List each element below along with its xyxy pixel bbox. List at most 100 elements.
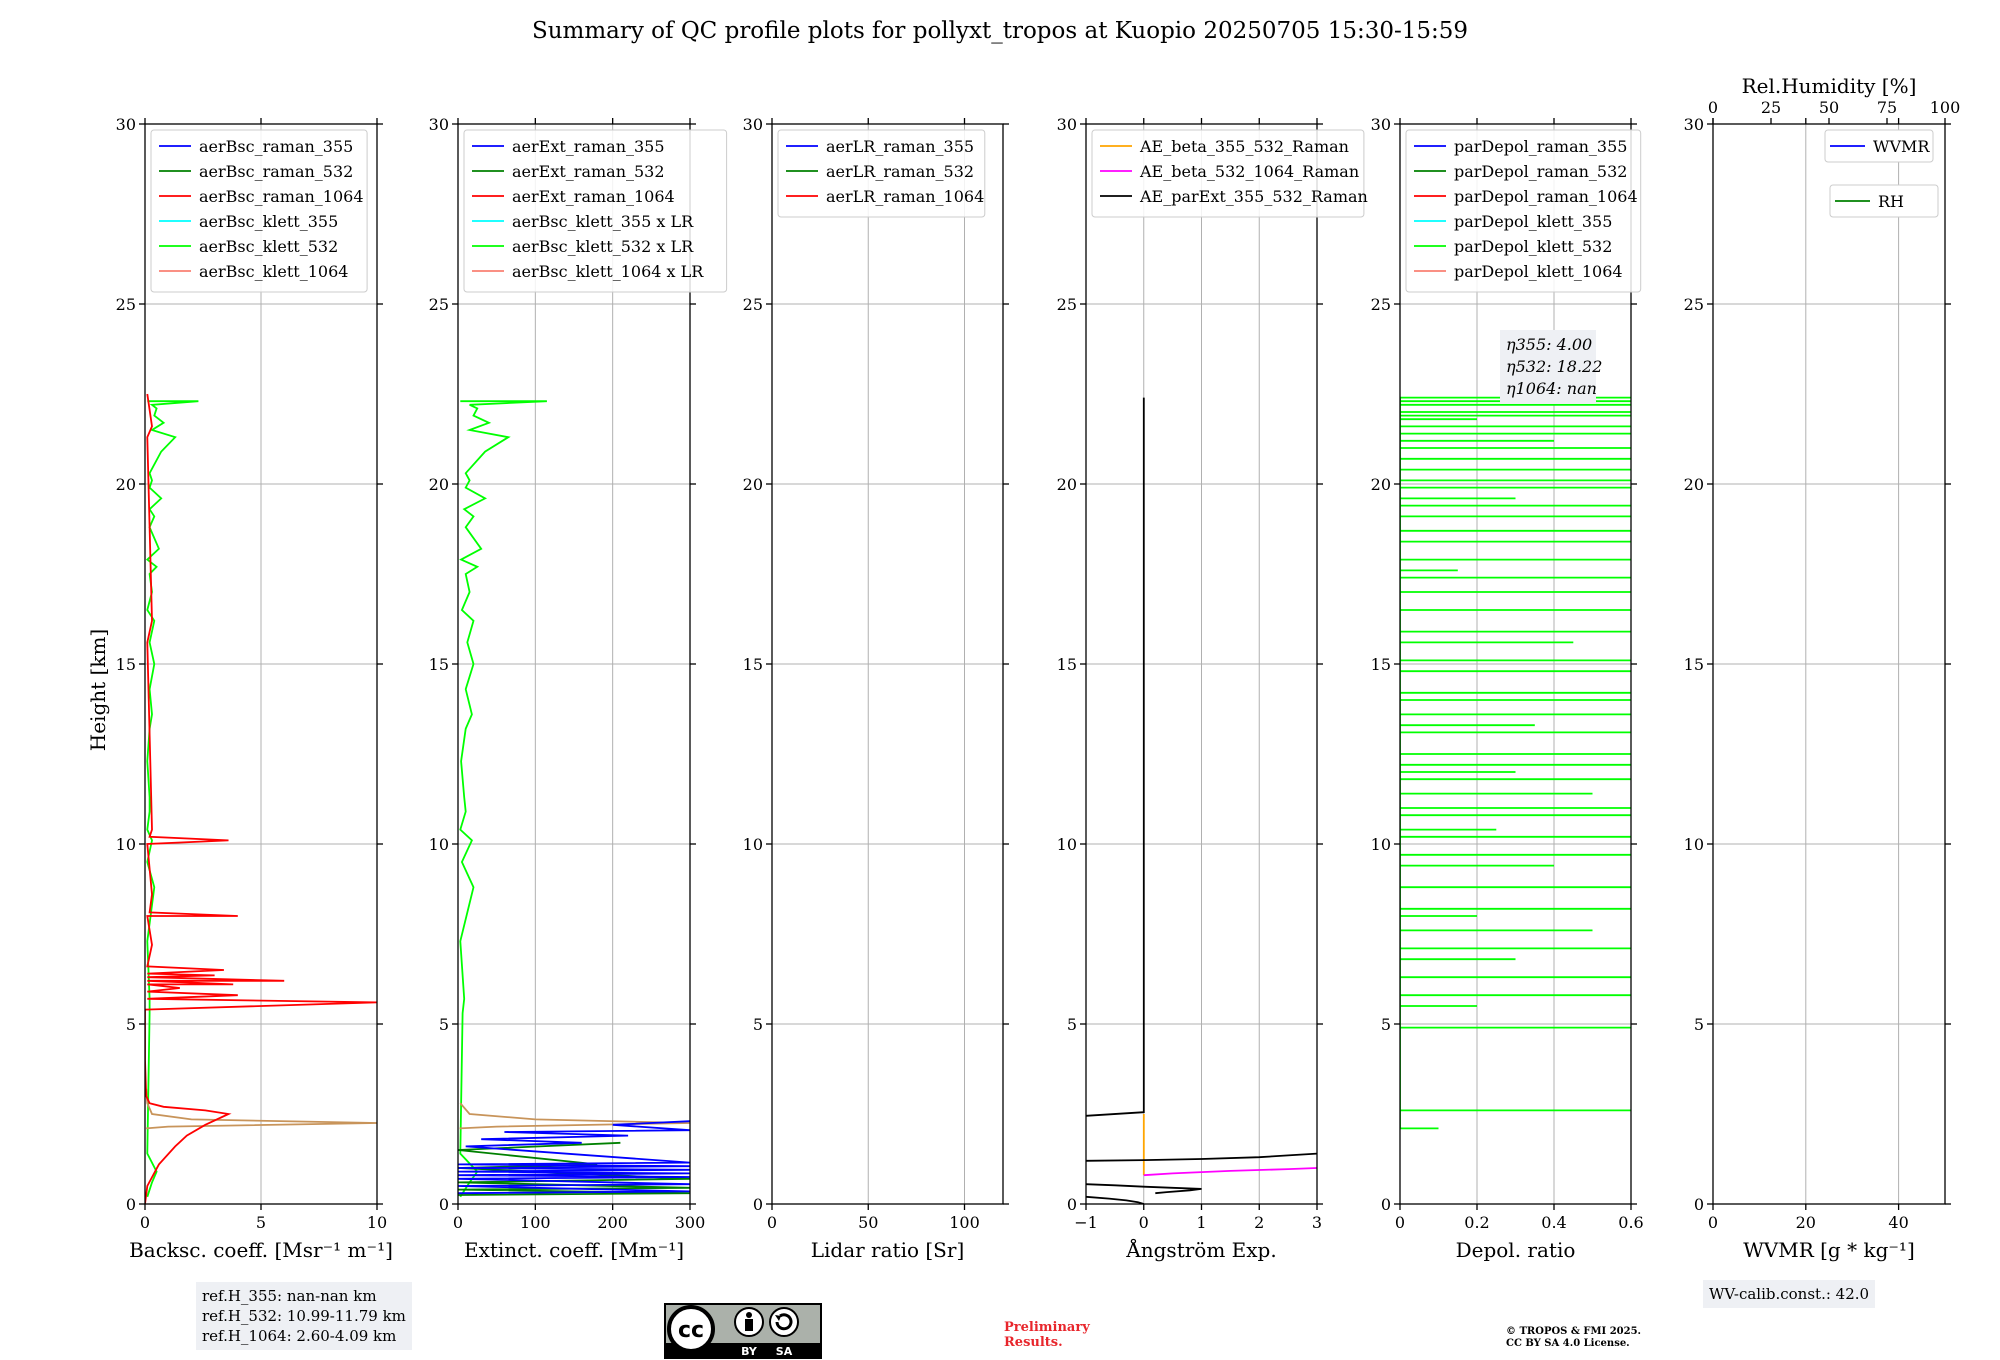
y-tick-label: 15 [1057,655,1077,674]
y-tick-label: 25 [429,295,449,314]
x-tick-label: 2 [1254,1213,1264,1232]
x-axis-label: Backsc. coeff. [Msr⁻¹ m⁻¹] [129,1238,393,1262]
legend-label: aerLR_raman_355 [826,137,974,156]
y-tick-label: 30 [1371,115,1391,134]
y-tick-label: 25 [743,295,763,314]
legend-label: aerLR_raman_532 [826,162,974,181]
x-tick-label: 0.2 [1464,1213,1489,1232]
y-tick-label: 0 [1694,1195,1704,1214]
ref-height-1064: ref.H_1064: 2.60-4.09 km [202,1327,397,1345]
eta-value: η532: 18.22 [1506,357,1602,376]
y-tick-label: 10 [429,835,449,854]
series-line-aerBsc-klett-1064 [145,1088,377,1130]
y-tick-label: 20 [429,475,449,494]
eta-value: η355: 4.00 [1506,335,1592,354]
ref-height-355: ref.H_355: nan-nan km [202,1287,377,1305]
y-tick-label: 30 [116,115,136,134]
legend-box [1829,184,1939,218]
legend-label: parDepol_klett_355 [1454,212,1612,231]
y-tick-label: 10 [1057,835,1077,854]
cc-license-badge: cc BY SA [664,1303,822,1359]
series-line-AE-parExt-355-532-Raman-lower- [1086,1152,1317,1162]
series-line-aerExt-raman-355 [458,1120,690,1195]
legend-box [1091,129,1365,218]
y-tick-label: 5 [753,1015,763,1034]
y-tick-label: 30 [1057,115,1077,134]
y-tick-label: 30 [743,115,763,134]
y-tick-label: 20 [1057,475,1077,494]
y-tick-label: 0 [753,1195,763,1214]
y-tick-label: 0 [1067,1195,1077,1214]
by-label: BY [741,1345,758,1358]
series-line-AE-parExt-355-532-Raman-surface- [1086,1195,1145,1204]
x-axis-label: Ångström Exp. [1125,1237,1276,1262]
y-tick-label: 0 [126,1195,136,1214]
panel-extinction: 0 100 200 300 0 5 10 15 20 25 30 Extinct. coeff. [M… [429,115,728,1262]
x-tick-label: 200 [597,1213,628,1232]
x-tick-label: 0 [767,1213,777,1232]
x-tick-label: 0 [1139,1213,1149,1232]
y-tick-label: 5 [126,1015,136,1034]
x-tick-label: 300 [675,1213,706,1232]
x-tick-label: 20 [1796,1213,1816,1232]
x-tick-label: 50 [858,1213,878,1232]
x-tick-label: 100 [949,1213,980,1232]
y-tick-label: 25 [1057,295,1077,314]
wv-calib-box: WV-calib.const.: 42.0 [1703,1280,1876,1308]
x-tick-label: 3 [1312,1213,1322,1232]
panel-depol: 0 0.2 0.4 0.6 0 5 10 15 20 25 30 Depol. ratio parDep… [1371,115,1644,1262]
x-tick-label: 5 [256,1213,266,1232]
legend-label: aerBsc_klett_355 x LR [512,212,694,231]
legend-label: parDepol_raman_1064 [1454,187,1638,206]
x-axis-label: Depol. ratio [1456,1238,1576,1262]
x-tick-label: 0.6 [1618,1213,1643,1232]
preliminary-line-2: Results. [1004,1335,1063,1350]
y-tick-label: 0 [1381,1195,1391,1214]
y-tick-label: 5 [1381,1015,1391,1034]
legend-label: aerExt_raman_1064 [512,187,675,206]
legend-label: parDepol_klett_1064 [1454,262,1623,281]
series-line-aerBsc-klett-1064-x-LR [459,1102,690,1130]
sa-label: SA [776,1345,793,1358]
y-tick-label: 10 [743,835,763,854]
x-tick-label: 0 [1708,1213,1718,1232]
cc-icon [667,1305,715,1353]
figure-title: Summary of QC profile plots for pollyxt_… [531,18,1469,44]
preliminary-line-1: Preliminary [1004,1320,1090,1335]
x-tick-label: −1 [1074,1213,1098,1232]
preliminary-results-note: Preliminary Results. [1004,1320,1114,1350]
y-tick-label: 10 [116,835,136,854]
series-line-aerBsc-raman-1064 [145,393,377,1204]
cc-icon-text: cc [678,1318,704,1343]
y-tick-label: 20 [116,475,136,494]
top-x-tick-label: 0 [1708,98,1718,117]
legend-label: aerBsc_raman_1064 [199,187,364,206]
x-tick-label: 10 [367,1213,387,1232]
legend-label: aerBsc_klett_532 [199,237,338,256]
series-line-parDepol-klett-532 [1400,396,1631,1130]
legend-label: WVMR [1873,137,1930,156]
y-tick-label: 10 [1684,835,1704,854]
legend-label: parDepol_raman_355 [1454,137,1627,156]
legend-label: aerBsc_klett_532 x LR [512,237,694,256]
legend-label: aerBsc_klett_355 [199,212,338,231]
legend-label: parDepol_raman_532 [1454,162,1627,181]
eta-box [1500,330,1596,404]
legend-label: aerBsc_raman_532 [199,162,353,181]
top-x-tick-label: 25 [1761,98,1781,117]
y-tick-label: 5 [1694,1015,1704,1034]
series-line-AE-parExt-355-532-Raman-near-ground- [1086,1183,1202,1195]
legend-label: AE_beta_355_532_Raman [1139,137,1349,156]
y-tick-label: 25 [1684,295,1704,314]
legend-label: aerExt_raman_355 [512,137,665,156]
y-tick-label: 5 [439,1015,449,1034]
ref-height-box: ref.H_355: nan-nan km ref.H_532: 10.99-1… [196,1282,412,1350]
x-axis-label: Extinct. coeff. [Mm⁻¹] [464,1238,684,1262]
y-tick-label: 30 [1684,115,1704,134]
panel-lidarratio: 0 50 100 0 5 10 15 20 25 30 Lidar ratio [Sr] aerLR_… [743,115,1009,1262]
x-tick-label: 0 [140,1213,150,1232]
eta-value: η1064: nan [1506,379,1597,398]
x-axis-label: Lidar ratio [Sr] [811,1238,965,1262]
legend-box [1405,129,1642,293]
y-tick-label: 5 [1067,1015,1077,1034]
